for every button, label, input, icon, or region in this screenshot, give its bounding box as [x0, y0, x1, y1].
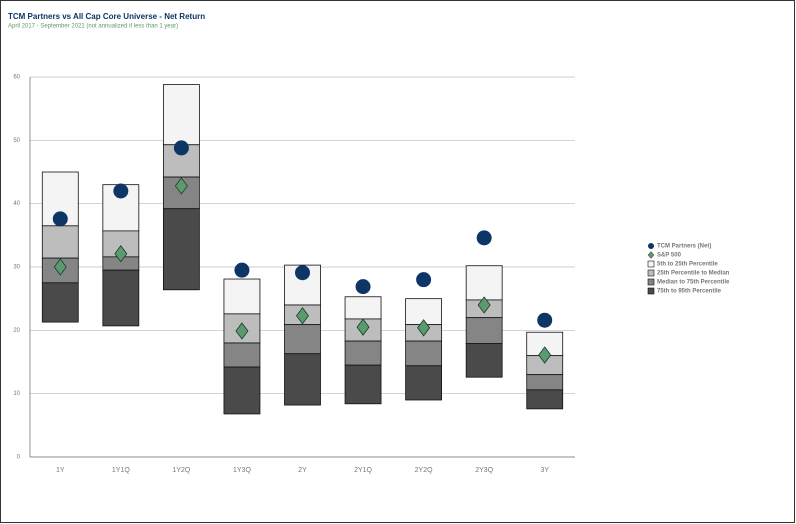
y-tick-label: 60 — [13, 75, 20, 81]
percentile-box — [465, 317, 503, 345]
x-tick-label: 2Y — [298, 467, 307, 474]
x-tick-label: 1Y2Q — [172, 467, 190, 474]
tcm-marker — [52, 211, 68, 227]
percentile-box — [223, 342, 261, 368]
percentile-box — [465, 265, 503, 301]
sp-marker — [53, 258, 67, 276]
legend-label: 5th to 25th Percentile — [657, 262, 718, 268]
tcm-marker — [416, 272, 432, 288]
percentile-box — [344, 296, 382, 320]
y-tick-label: 0 — [17, 455, 21, 461]
percentile-box — [102, 269, 140, 327]
tcm-marker — [234, 262, 250, 278]
x-tick-label: 2Y3Q — [475, 467, 493, 474]
y-tick-label: 50 — [13, 138, 20, 144]
legend-swatch — [647, 287, 655, 295]
tcm-marker — [295, 265, 310, 281]
x-tick-label: 2Y2Q — [415, 467, 433, 474]
sp-marker — [538, 346, 552, 364]
sp-marker — [114, 245, 128, 263]
chart-title: TCM Partners vs All Cap Core Universe - … — [8, 12, 205, 21]
x-tick-label: 1Y1Q — [112, 467, 130, 474]
x-tick-label: 1Y — [56, 467, 65, 474]
percentile-box — [284, 324, 321, 355]
percentile-box — [223, 366, 261, 415]
sp-marker — [477, 296, 491, 314]
x-tick-label: 1Y3Q — [233, 467, 251, 474]
legend-label: Median to 75th Percentile — [657, 280, 730, 286]
percentile-box — [465, 343, 503, 378]
percentile-box — [526, 374, 564, 391]
y-tick-label: 10 — [13, 391, 20, 397]
tcm-marker — [113, 183, 129, 199]
legend-label: TCM Partners (Net) — [657, 244, 711, 250]
y-tick-label: 40 — [13, 201, 20, 207]
legend-label: S&P 500 — [657, 253, 682, 259]
legend-marker — [647, 251, 655, 259]
tcm-marker — [476, 230, 492, 246]
legend-swatch — [647, 278, 655, 286]
percentile-box — [526, 389, 564, 410]
legend-swatch — [647, 269, 655, 277]
legend-label: 75th to 95th Percentile — [657, 289, 722, 295]
y-tick-label: 20 — [13, 328, 20, 334]
legend-label: 25th Percentile to Median — [657, 271, 730, 277]
percentile-box — [223, 278, 261, 315]
legend-swatch — [647, 260, 655, 268]
percentile-box — [41, 282, 79, 323]
percentile-box — [405, 365, 443, 401]
legend-marker — [648, 243, 654, 249]
x-tick-label: 2Y1Q — [354, 467, 372, 474]
percentile-box — [41, 225, 79, 259]
tcm-marker — [173, 140, 189, 156]
x-tick-label: 3Y — [540, 467, 549, 474]
sp-marker — [356, 318, 370, 336]
sp-marker — [296, 307, 309, 325]
percentile-box — [284, 353, 321, 406]
percentile-box — [162, 84, 200, 146]
y-tick-label: 30 — [13, 265, 20, 271]
percentile-box — [344, 340, 382, 366]
chart-subtitle: April 2017 - September 2021 (not annuali… — [8, 24, 178, 30]
tcm-marker — [537, 312, 553, 328]
percentile-box — [405, 340, 443, 367]
sp-marker — [235, 322, 249, 340]
percentile-box — [344, 364, 382, 405]
tcm-marker — [355, 279, 371, 295]
percentile-box — [162, 208, 200, 291]
sp-marker — [417, 319, 431, 337]
sp-marker — [174, 177, 188, 195]
